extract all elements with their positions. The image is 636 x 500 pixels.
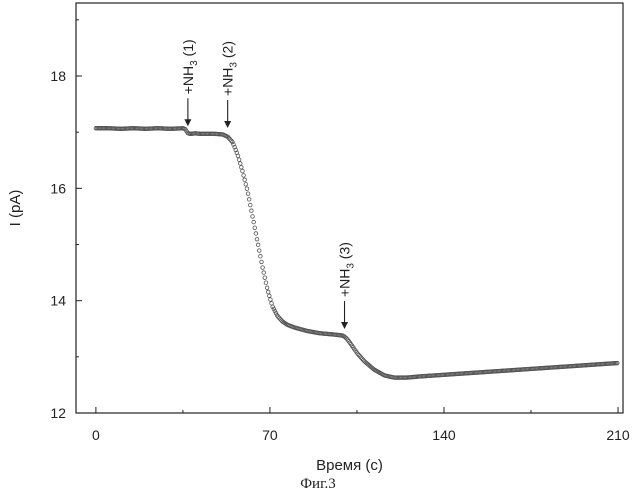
- arrow-head-icon: [224, 121, 231, 128]
- data-point: [256, 243, 260, 247]
- annotations: +NH3 (1) +NH3 (2) +NH3 (3): [180, 39, 357, 329]
- data-point: [253, 226, 257, 230]
- data-series: [94, 126, 619, 379]
- y-tick-label: 18: [50, 68, 66, 84]
- data-point: [243, 178, 247, 182]
- x-tick-label: 140: [432, 427, 456, 443]
- nh3-annotation: +NH3 (3): [337, 242, 357, 297]
- data-point: [266, 290, 270, 294]
- arrow-head-icon: [341, 322, 348, 329]
- data-point: [237, 158, 241, 162]
- data-point: [240, 165, 244, 169]
- data-point: [246, 192, 250, 196]
- annotation-suffix: (1): [180, 39, 196, 60]
- annotation-prefix: +NH: [180, 66, 196, 94]
- data-point: [252, 220, 256, 224]
- data-point: [244, 182, 248, 186]
- data-point: [268, 294, 272, 298]
- data-point: [254, 232, 258, 236]
- data-point: [247, 198, 251, 202]
- annotation-prefix: +NH: [337, 269, 353, 297]
- x-tick-label: 70: [262, 427, 278, 443]
- data-point: [255, 237, 259, 241]
- data-point: [265, 286, 269, 290]
- nh3-annotation: +NH3 (1): [180, 39, 200, 94]
- annotation-suffix: (2): [220, 41, 236, 62]
- data-point: [241, 169, 245, 173]
- data-point: [250, 209, 254, 213]
- data-point: [242, 174, 246, 178]
- y-axis-label: I (pA): [7, 190, 24, 227]
- y-tick-label: 12: [50, 405, 66, 421]
- x-tick-label: 210: [606, 427, 630, 443]
- arrow-head-icon: [184, 119, 191, 126]
- data-point: [269, 298, 273, 302]
- data-point: [259, 254, 263, 258]
- axis-ticks: 0 70 140 210 12 14 16 18: [50, 20, 629, 443]
- figure-caption: Фиг.3: [0, 476, 636, 493]
- data-point: [257, 249, 261, 253]
- annotation-suffix: (3): [337, 242, 353, 263]
- x-tick-label: 0: [92, 427, 100, 443]
- x-axis-label: Время (с): [316, 457, 383, 474]
- data-point: [245, 187, 249, 191]
- nh3-annotation: +NH3 (2): [220, 41, 240, 96]
- annotation-prefix: +NH: [220, 68, 236, 96]
- data-point: [263, 276, 267, 280]
- data-point: [260, 260, 264, 264]
- data-point: [261, 266, 265, 270]
- data-point: [262, 271, 266, 275]
- data-point: [264, 281, 268, 285]
- y-tick-label: 14: [50, 293, 66, 309]
- plot-frame: [76, 3, 623, 413]
- data-point: [251, 215, 255, 219]
- y-tick-label: 16: [50, 180, 66, 196]
- data-point: [238, 162, 242, 166]
- data-point: [248, 203, 252, 207]
